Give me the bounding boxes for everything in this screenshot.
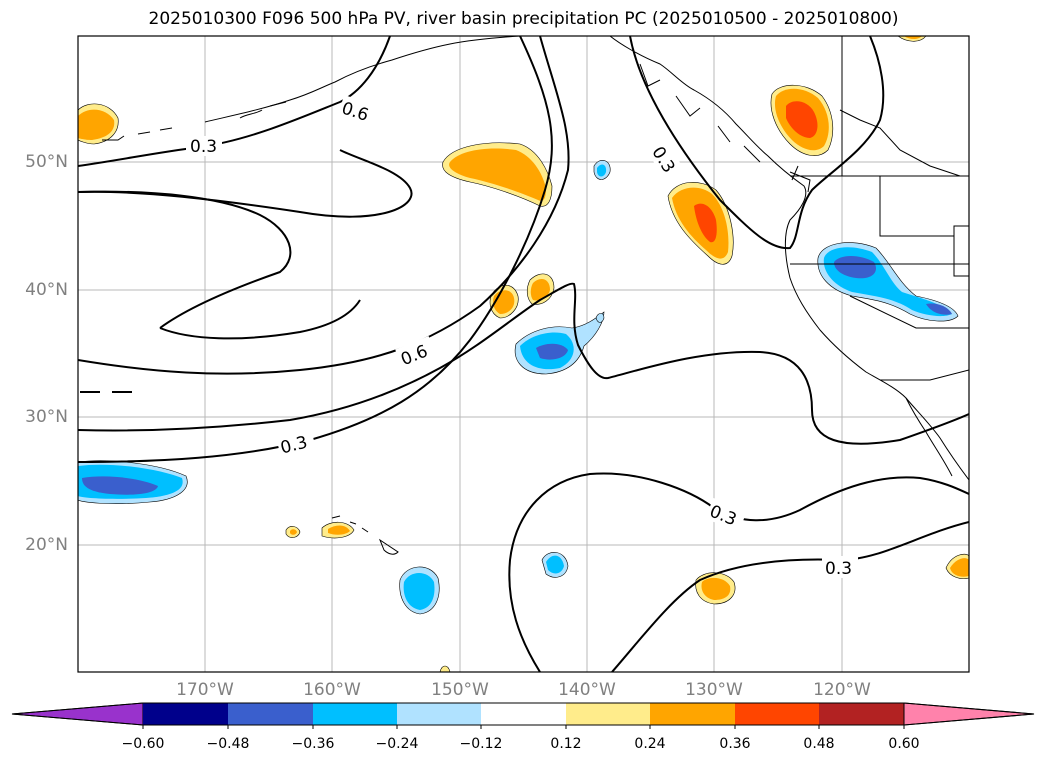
- contour-label: 0.3: [825, 559, 852, 579]
- lon-label-130w: 130°W: [685, 680, 743, 700]
- lon-label-170w: 170°W: [176, 680, 234, 700]
- colorbar-tick-label: 0.24: [634, 736, 666, 752]
- pv-contours: [78, 36, 969, 672]
- colorbar: [11, 702, 1035, 729]
- colorbar-tick-label: 0.12: [550, 736, 582, 752]
- lon-label-140w: 140°W: [558, 680, 616, 700]
- colorbar-tick-label: −0.48: [206, 736, 250, 752]
- colorbar-tick-label: 0.36: [719, 736, 751, 752]
- colorbar-tick-label: −0.36: [291, 736, 335, 752]
- colorbar-tick-label: −0.24: [375, 736, 419, 752]
- precip-anomalies: [78, 36, 969, 672]
- lon-label-150w: 150°W: [431, 680, 489, 700]
- contour-label-group: 0.3 0.6 0.6 0.3 0.3 0.3 0.3: [186, 94, 858, 579]
- map-frame: [77, 35, 970, 673]
- lon-label-160w: 160°W: [303, 680, 361, 700]
- colorbar-tick-label: 0.60: [888, 736, 920, 752]
- lat-label-40n: 40°N: [25, 280, 68, 300]
- colorbar-tick-label: −0.12: [459, 736, 503, 752]
- lon-label-120w: 120°W: [813, 680, 871, 700]
- colorbar-tick-label: −0.60: [121, 736, 165, 752]
- lat-label-50n: 50°N: [25, 152, 68, 172]
- contour-label: 0.3: [190, 137, 217, 157]
- colorbar-tick-label: 0.48: [803, 736, 835, 752]
- coastlines: [102, 36, 969, 555]
- lat-label-20n: 20°N: [25, 535, 68, 555]
- map-title: 2025010300 F096 500 hPa PV, river basin …: [148, 9, 899, 29]
- lat-label-30n: 30°N: [25, 407, 68, 427]
